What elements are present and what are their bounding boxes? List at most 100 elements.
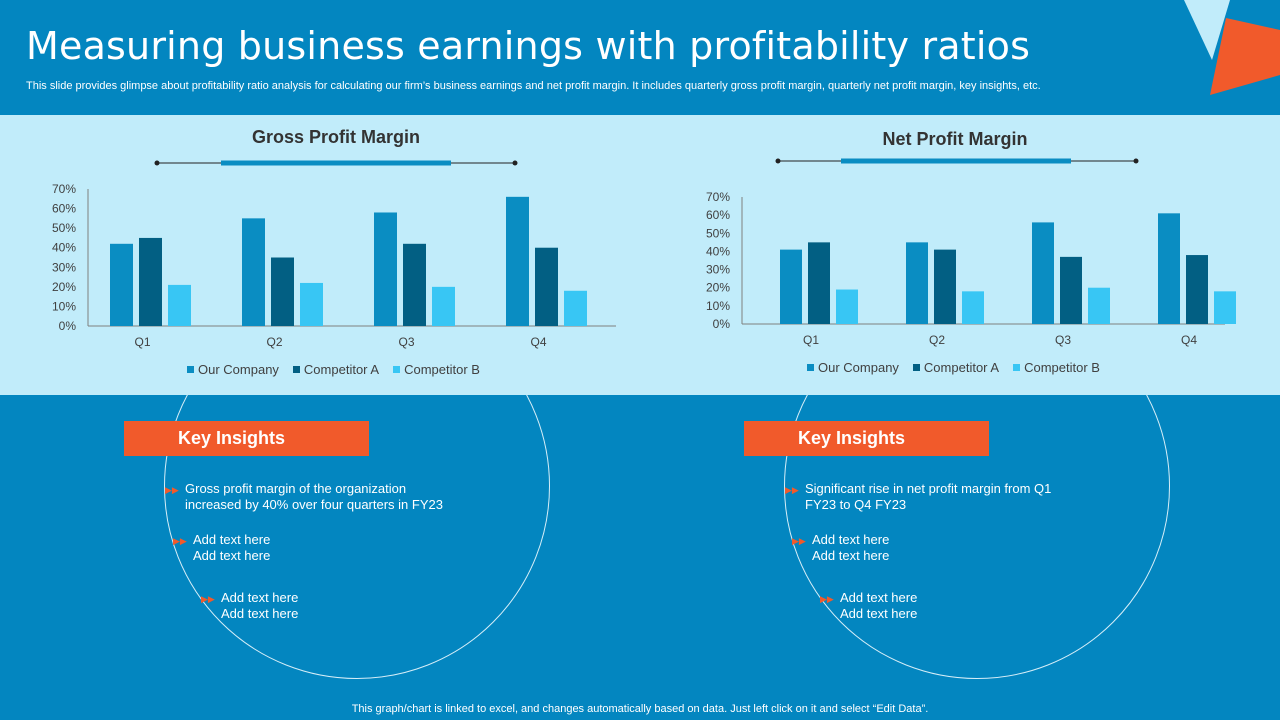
legend-item: Our Company	[187, 362, 279, 377]
bar-competitor-a	[1186, 255, 1208, 324]
insight-text: Add text here Add text here	[221, 590, 299, 621]
bar-competitor-b	[1088, 287, 1110, 324]
bullet-arrow-icon: ▶▶	[820, 594, 834, 604]
bar-competitor-a	[808, 242, 830, 324]
insight-text: Add text here Add text here	[193, 532, 271, 563]
bar-competitor-a	[934, 249, 956, 324]
y-tick-label: 40%	[706, 244, 730, 258]
bar-competitor-a	[535, 247, 558, 326]
x-tick-label: Q1	[803, 333, 819, 347]
bar-our-company	[1032, 222, 1054, 324]
bar-competitor-b	[432, 286, 455, 326]
legend-swatch	[912, 364, 920, 371]
chart-title-gross: Gross Profit Margin	[251, 127, 421, 147]
page-title: Measuring business earnings with profita…	[26, 24, 1031, 68]
legend-label: Competitor A	[303, 362, 380, 377]
bar-competitor-b	[1214, 291, 1236, 324]
insight-bullet-left-2: ▶▶ Add text here Add text here	[173, 532, 271, 564]
insight-text: Significant rise in net profit margin fr…	[805, 481, 1052, 512]
insight-text: Add text here Add text here	[812, 532, 890, 563]
y-tick-label: 50%	[706, 226, 730, 240]
legend-swatch	[292, 366, 300, 373]
title-rule-dot	[775, 158, 781, 164]
y-tick-label: 10%	[52, 299, 76, 313]
bullet-arrow-icon: ▶▶	[201, 594, 215, 604]
bullet-arrow-icon: ▶▶	[785, 485, 799, 495]
insight-text: Add text here Add text here	[840, 590, 918, 621]
legend-label: Our Company	[818, 360, 899, 375]
bullet-arrow-icon: ▶▶	[173, 536, 187, 546]
x-tick-label: Q3	[1055, 333, 1071, 347]
x-tick-label: Q4	[1181, 333, 1197, 347]
bar-competitor-b	[962, 291, 984, 324]
bar-our-company	[506, 196, 529, 326]
gross-profit-chart: 0% 10% 20% 30% 40% 50% 60% 70% Q1 Q2 Q3 Q4	[52, 160, 616, 349]
bar-our-company	[242, 218, 265, 326]
x-tick-label: Q1	[134, 335, 150, 349]
y-tick-label: 20%	[52, 280, 76, 294]
title-rule-dot	[1133, 158, 1139, 164]
bar-our-company	[110, 243, 133, 326]
insight-bullet-right-1: ▶▶ Significant rise in net profit margin…	[785, 481, 1052, 513]
footer-note: This graph/chart is linked to excel, and…	[351, 703, 929, 715]
net-profit-chart: 0% 10% 20% 30% 40% 50% 60% 70% Q1 Q2 Q3 Q4	[706, 158, 1236, 347]
legend-item: Competitor A	[292, 362, 380, 377]
chart-title-net: Net Profit Margin	[882, 129, 1028, 149]
bar-competitor-b	[836, 289, 858, 324]
insight-bullet-right-2: ▶▶ Add text here Add text here	[792, 532, 890, 564]
legend-label: Competitor B	[1024, 360, 1100, 375]
bar-competitor-a	[271, 257, 294, 326]
x-tick-label: Q2	[266, 335, 282, 349]
x-tick-label: Q4	[530, 335, 546, 349]
y-tick-label: 10%	[706, 299, 730, 313]
bar-competitor-a	[403, 243, 426, 326]
y-tick-label: 20%	[706, 281, 730, 295]
bullet-arrow-icon: ▶▶	[165, 485, 179, 495]
legend-label: Our Company	[198, 362, 279, 377]
insight-bullet-right-3: ▶▶ Add text here Add text here	[820, 590, 918, 622]
key-insights-heading-left: Key Insights	[124, 421, 369, 456]
chart-legend-gross: Our Company Competitor A Competitor B	[187, 362, 480, 377]
y-tick-label: 30%	[706, 263, 730, 277]
bar-competitor-b	[564, 290, 587, 326]
y-tick-label: 70%	[706, 190, 730, 204]
x-tick-label: Q2	[929, 333, 945, 347]
bar-our-company	[374, 212, 397, 326]
legend-swatch	[807, 364, 814, 371]
y-tick-label: 30%	[52, 260, 76, 274]
light-triangle-shape	[1184, 0, 1230, 60]
legend-label: Competitor A	[923, 360, 1000, 375]
bar-competitor-b	[168, 284, 191, 326]
bar-our-company	[780, 249, 802, 324]
legend-item: Competitor B	[1013, 360, 1100, 375]
page-subtitle: This slide provides glimpse about profit…	[26, 80, 1041, 92]
x-tick-label: Q3	[398, 335, 414, 349]
insight-text: Gross profit margin of the organization …	[185, 481, 443, 512]
y-tick-label: 40%	[52, 241, 76, 255]
corner-decoration	[1184, 0, 1280, 95]
title-rule-accent	[221, 160, 451, 166]
legend-label: Competitor B	[404, 362, 480, 377]
y-tick-label: 0%	[713, 317, 731, 331]
legend-item: Our Company	[807, 360, 899, 375]
legend-item: Competitor A	[912, 360, 1000, 375]
legend-swatch	[1013, 364, 1021, 371]
chart-legend-net: Our Company Competitor A Competitor B	[807, 360, 1100, 375]
bar-our-company	[1158, 213, 1180, 324]
bar-our-company	[906, 242, 928, 324]
key-insights-heading-right: Key Insights	[744, 421, 989, 456]
insight-bullet-left-1: ▶▶ Gross profit margin of the organizati…	[165, 481, 443, 513]
y-tick-label: 0%	[59, 319, 77, 333]
bullet-arrow-icon: ▶▶	[792, 536, 806, 546]
y-tick-label: 70%	[52, 182, 76, 196]
title-rule-dot	[512, 160, 518, 166]
y-tick-label: 60%	[706, 208, 730, 222]
y-tick-label: 60%	[52, 202, 76, 216]
title-rule-dot	[154, 160, 160, 166]
legend-item: Competitor B	[393, 362, 480, 377]
legend-swatch	[393, 366, 401, 373]
bar-competitor-a	[1060, 256, 1082, 324]
title-rule-accent	[841, 158, 1071, 164]
bar-competitor-b	[300, 282, 323, 326]
header-band: Measuring business earnings with profita…	[0, 0, 1280, 115]
